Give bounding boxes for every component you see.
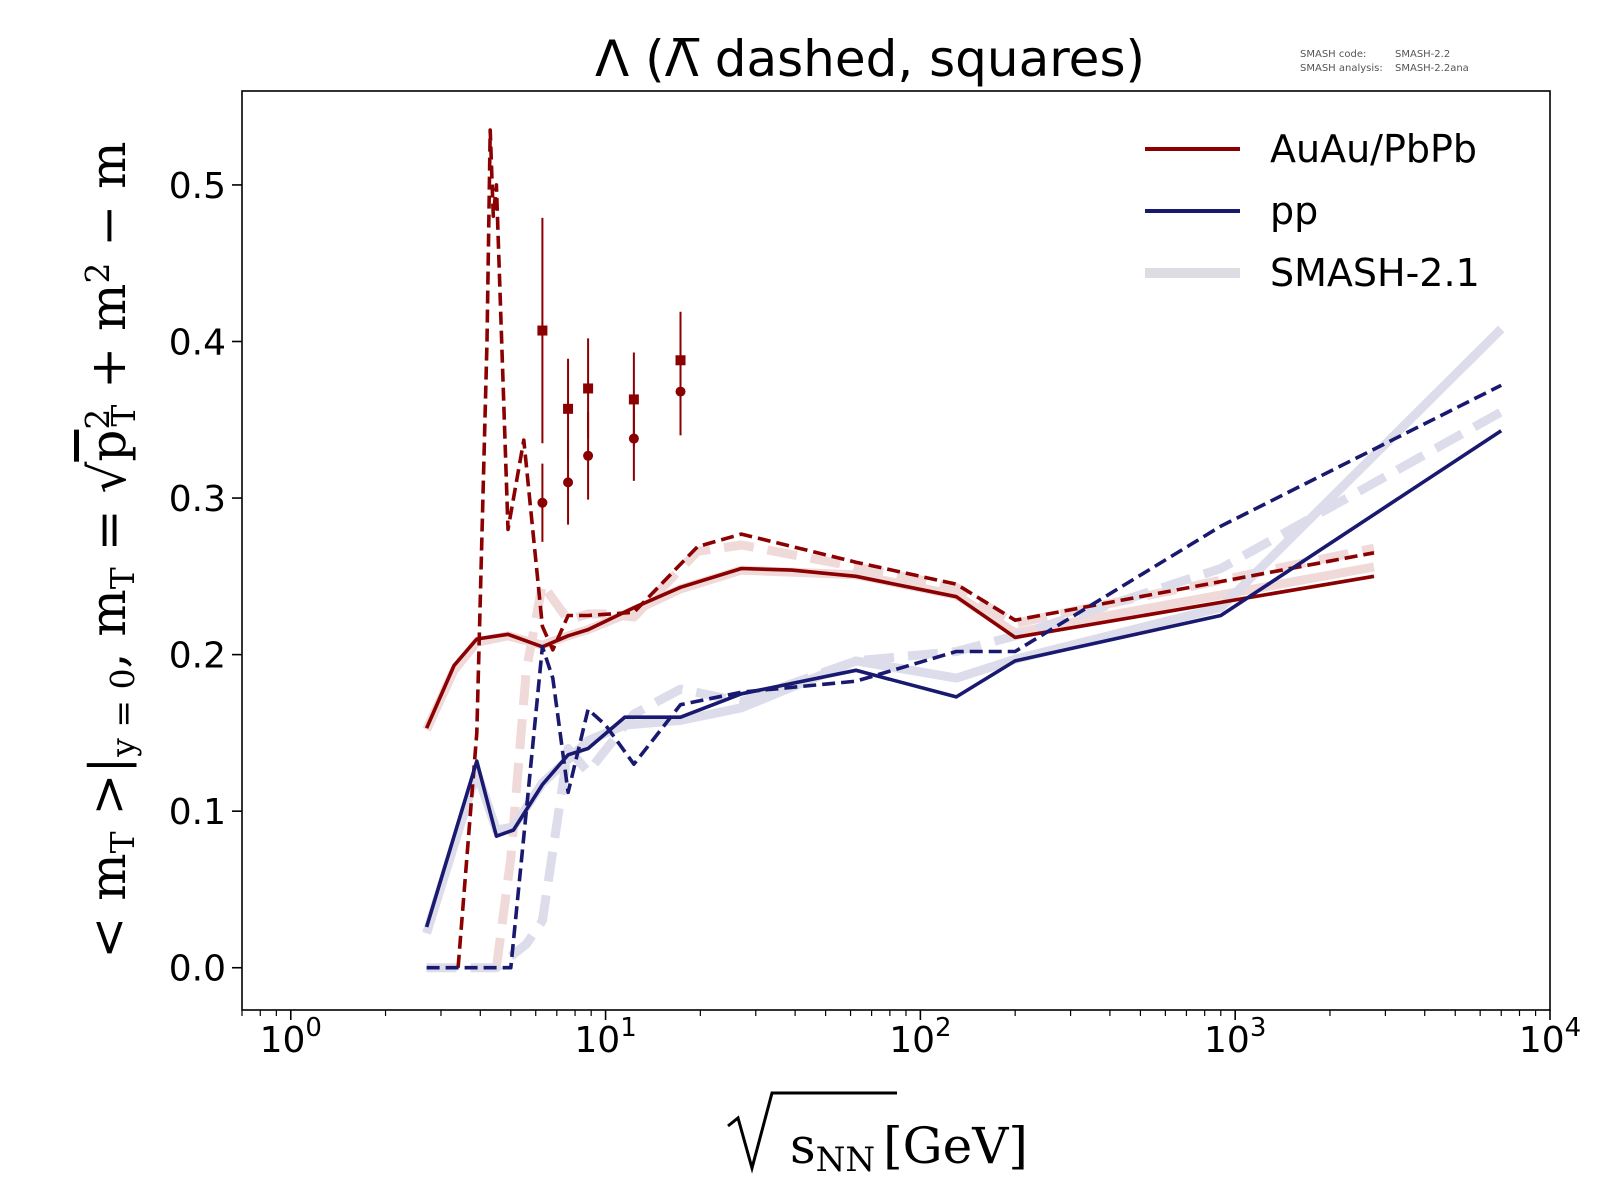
data-point-square: [563, 403, 574, 414]
data-point-square: [583, 383, 594, 394]
series-layer: [422, 128, 1505, 973]
pp-reference-dashed-line: [426, 407, 1504, 973]
version-note: SMASH code: SMASH-2.2 SMASH analysis: SM…: [1300, 49, 1469, 74]
y-tick-label: 0.2: [169, 636, 226, 677]
data-point-circle: [537, 497, 548, 508]
auau-dashed-line: [456, 128, 1375, 968]
pp-dashed-line: [426, 383, 1503, 970]
legend-label: AuAu/PbPb: [1270, 127, 1477, 171]
x-tick-label: 104: [1519, 1013, 1581, 1061]
x-tick-label: 101: [574, 1013, 636, 1061]
data-point-square: [628, 394, 639, 405]
y-tick-label: 0.4: [169, 322, 226, 363]
auau-pbpb-solid-line: [424, 566, 1375, 729]
chart-title: Λ (Λ̅ dashed, squares): [595, 30, 1145, 88]
x-axis-label-sub: NN: [816, 1140, 876, 1180]
version-analysis-value: SMASH-2.2ana: [1395, 63, 1469, 74]
auau-reference-dashed-line: [491, 540, 1375, 969]
x-tick-label: 103: [1204, 1013, 1266, 1061]
y-axis: 0.0 0.1 0.2 0.3 0.4 0.5: [169, 166, 242, 990]
data-point-circle: [583, 450, 594, 461]
version-analysis-label: SMASH analysis:: [1300, 63, 1383, 74]
data-point-circle: [563, 477, 574, 488]
points-layer: [537, 217, 686, 542]
x-axis-label-unit: [GeV]: [883, 1117, 1028, 1175]
y-axis-label: < mT >|y = 0, mT = √p2T + m2 − m: [78, 141, 143, 958]
x-axis-label-s: s: [790, 1117, 816, 1175]
data-point-square: [537, 325, 548, 336]
legend-label: pp: [1270, 189, 1318, 233]
plot-frame: [241, 90, 1551, 1011]
legend: AuAu/PbPb pp SMASH-2.1: [1145, 127, 1480, 295]
pp-solid-line: [424, 429, 1503, 928]
y-tick-label: 0.5: [169, 166, 226, 207]
x-tick-label: 100: [260, 1013, 322, 1061]
data-point-square: [675, 355, 686, 366]
version-code-value: SMASH-2.2: [1395, 49, 1450, 60]
x-axis-label-text: sNN [GeV]: [790, 1117, 1028, 1180]
x-axis-label-radical: [727, 1091, 897, 1174]
version-code-label: SMASH code:: [1300, 49, 1366, 60]
y-tick-label: 0.0: [169, 949, 226, 990]
y-tick-label: 0.3: [169, 479, 226, 520]
y-tick-label: 0.1: [169, 792, 226, 833]
x-tick-label: 102: [889, 1013, 951, 1061]
x-axis: 100 101 102 103 104: [241, 1010, 1581, 1061]
y-axis-label-text: < mT >|y = 0, mT = √p2T + m2 − m: [78, 141, 143, 958]
x-axis-label: sNN [GeV]: [727, 1091, 1028, 1180]
legend-label: SMASH-2.1: [1270, 251, 1480, 295]
